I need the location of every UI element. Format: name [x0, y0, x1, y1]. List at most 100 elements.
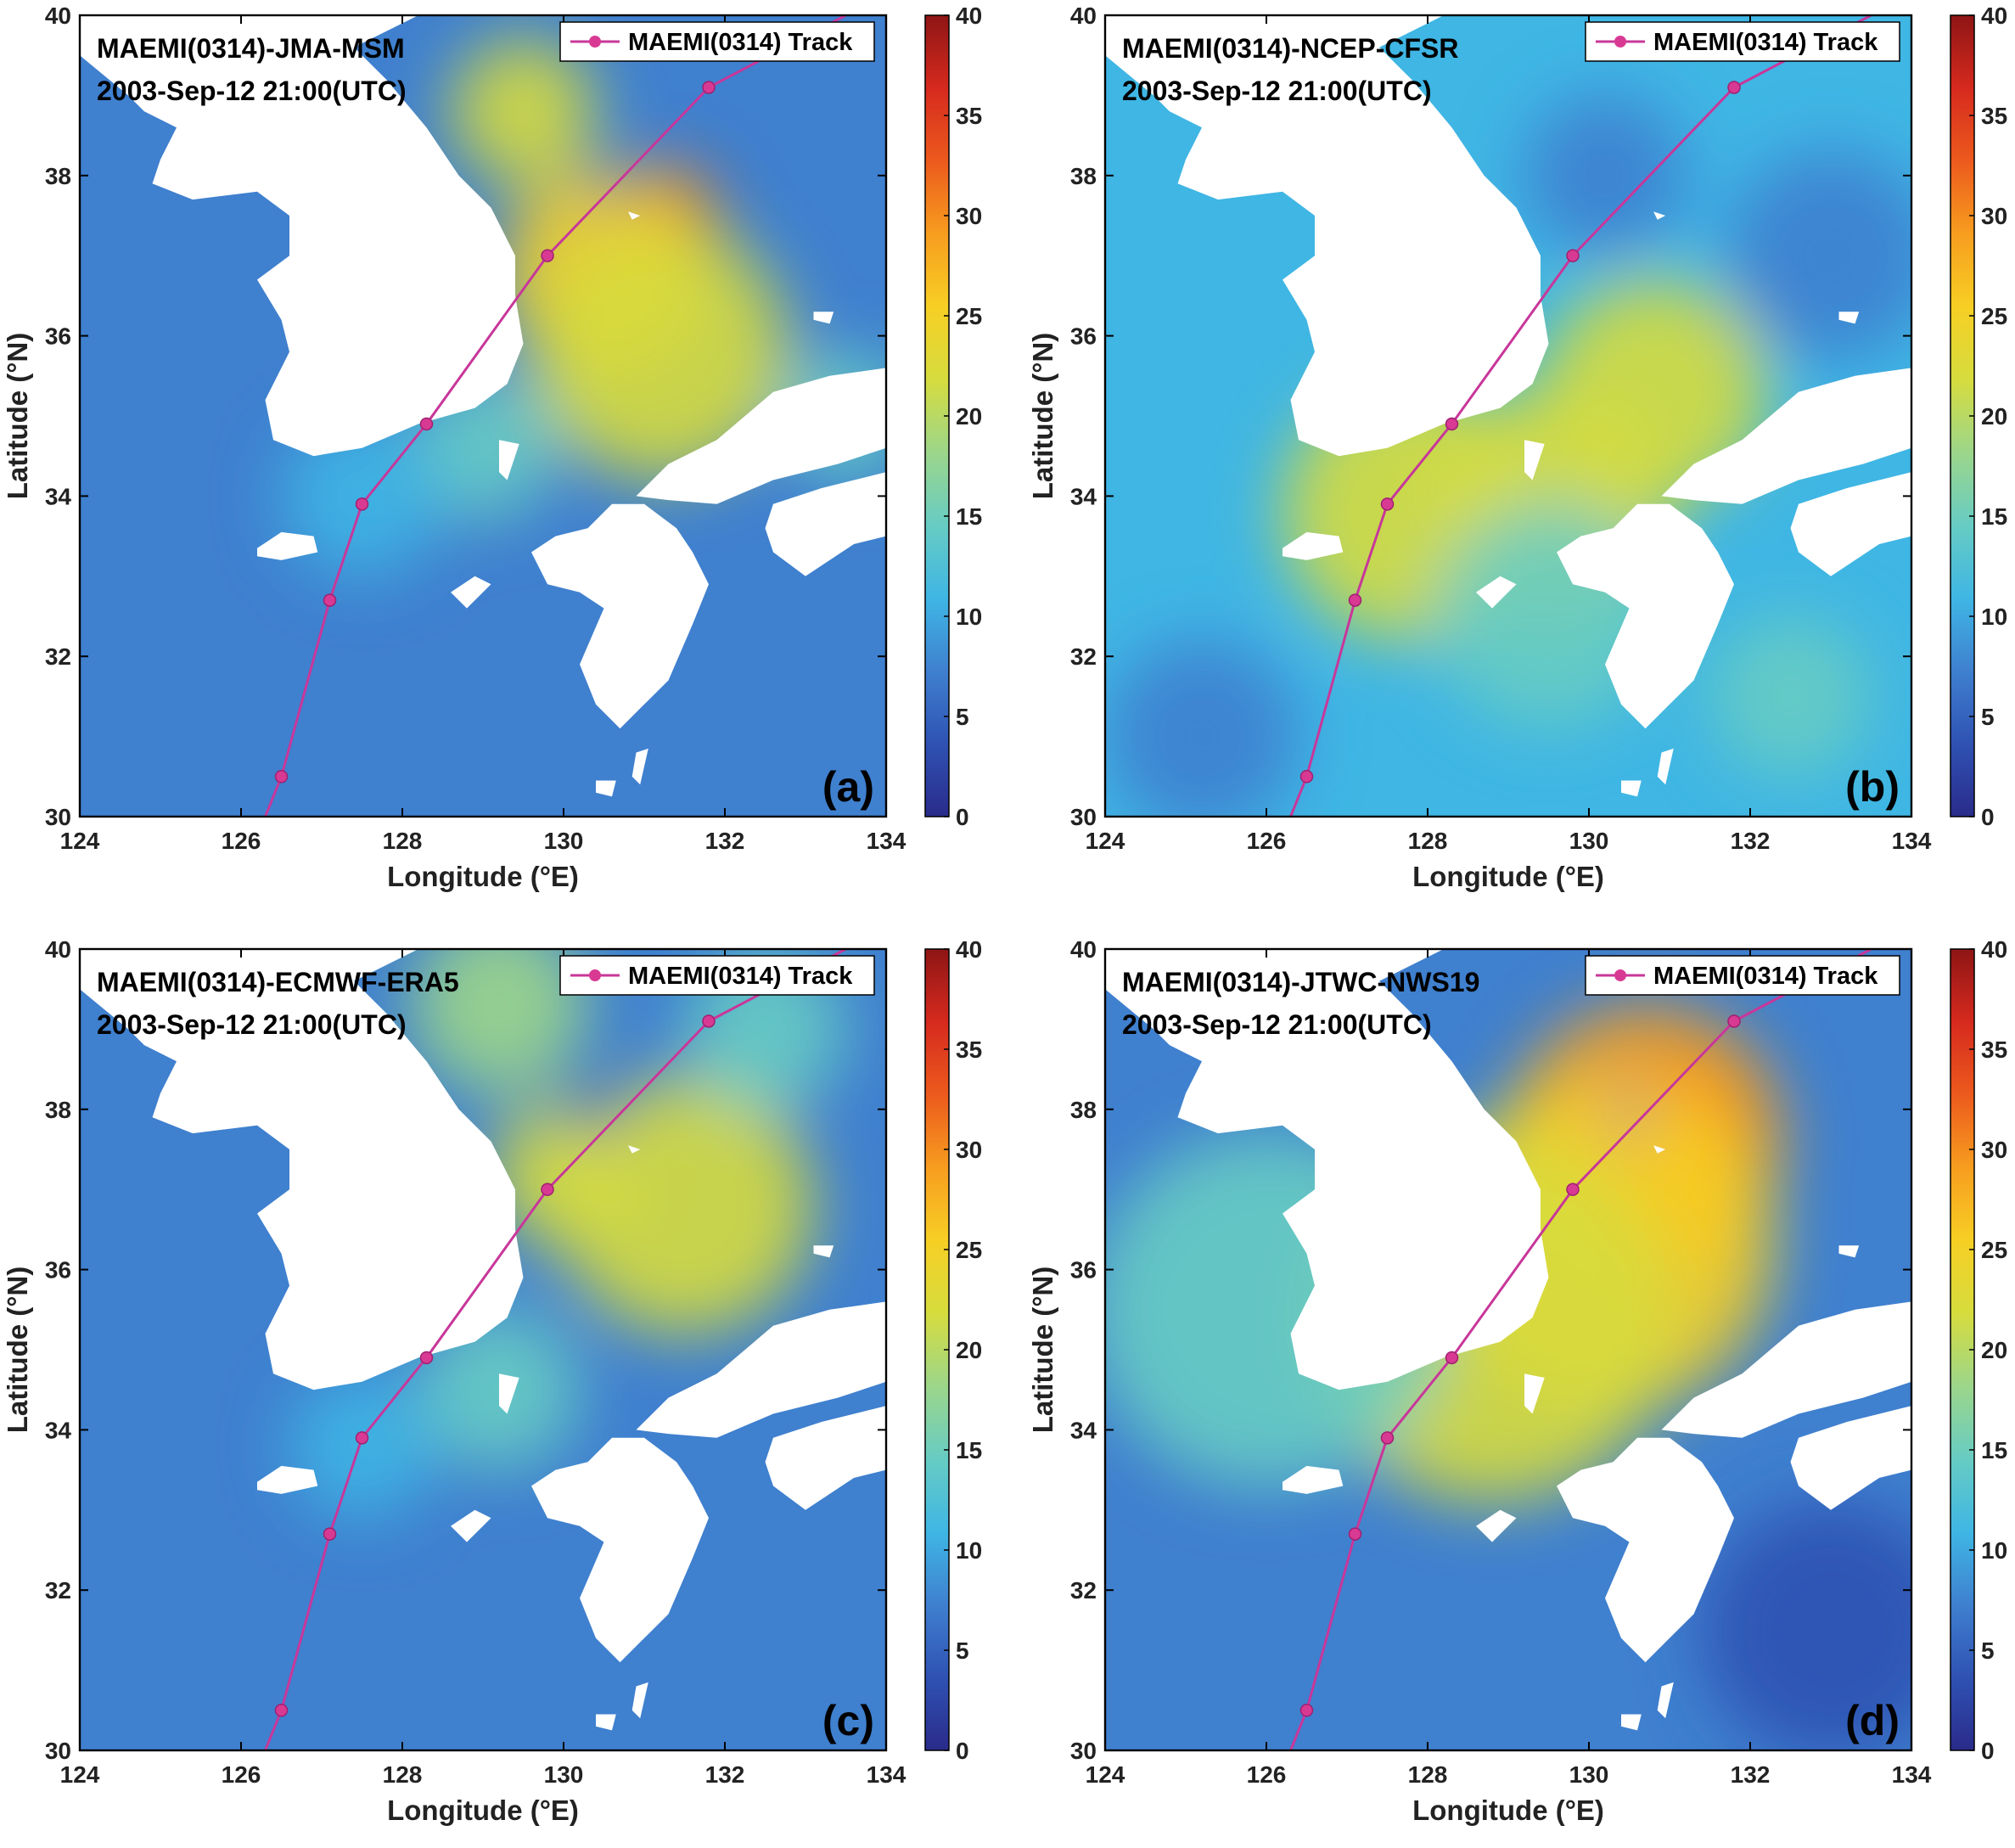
colorbar-tick-label: 30	[1981, 203, 2007, 229]
x-tick-label: 134	[1892, 828, 1932, 854]
korea-peninsula-land	[1105, 949, 1549, 1390]
oki-island-land	[813, 1245, 834, 1258]
land-layer	[80, 949, 886, 1731]
panel-timestamp: 2003-Sep-12 21:00(UTC)	[97, 1009, 407, 1040]
colorbar-tick-label: 0	[956, 804, 969, 830]
y-axis-title: Latitude (°N)	[2, 333, 33, 500]
wind-feature-2	[410, 949, 588, 1094]
axes-frame	[78, 14, 888, 818]
shikoku-land	[1790, 1406, 1911, 1510]
y-tick-label: 36	[1070, 323, 1097, 350]
colorbar-tick-label: 0	[1981, 1738, 1995, 1764]
x-tick-label: 130	[544, 1761, 584, 1788]
colorbar-tick-label: 35	[1981, 103, 2007, 129]
wind-field	[1105, 15, 1911, 817]
colorbar-tick-label: 15	[956, 1437, 982, 1463]
colorbar-tick-label: 10	[956, 604, 982, 630]
track-point-marker	[541, 249, 554, 262]
colorbar-tick-label: 25	[956, 303, 982, 329]
colorbar-tick-label: 10	[1981, 604, 2007, 630]
colorbar-tick-label: 10	[956, 1537, 982, 1564]
colorbar-tick-label: 40	[1981, 3, 2007, 29]
wind-feature-5	[1726, 150, 1911, 361]
tsushima-island-land	[499, 440, 519, 480]
jeju-island-land	[1283, 1465, 1344, 1494]
x-tick-label: 128	[383, 1761, 423, 1788]
y-tick-label: 40	[45, 936, 71, 963]
wind-feature-4	[1524, 94, 1686, 256]
x-tick-label: 126	[222, 1761, 261, 1788]
wind-feature-4	[594, 161, 630, 198]
tsushima-island-land	[1524, 440, 1545, 480]
korea-peninsula-land	[1105, 15, 1549, 457]
tanegashima-island-land	[1657, 1682, 1674, 1719]
track-point-marker	[702, 1014, 716, 1028]
x-tick-label: 134	[1892, 1761, 1932, 1788]
track-point-marker	[1299, 1704, 1314, 1717]
goto-islands-land	[451, 1509, 491, 1542]
shikoku-land	[765, 472, 886, 576]
panel-letter: (d)	[1845, 1697, 1900, 1744]
x-tick-label: 128	[1408, 828, 1448, 854]
y-tick-label: 34	[45, 483, 72, 509]
colorbar-tick-label: 35	[1981, 1036, 2007, 1063]
y-tick-label: 40	[45, 3, 71, 29]
goto-islands-land	[1476, 576, 1517, 609]
ulleung-island-land	[628, 1145, 641, 1154]
oki-island-land	[1838, 1245, 1860, 1258]
land-layer	[80, 15, 886, 797]
tanegashima-island-land	[631, 748, 648, 785]
y-tick-label: 38	[1070, 1097, 1097, 1123]
y-tick-label: 32	[1070, 643, 1097, 670]
x-tick-label: 124	[60, 828, 100, 854]
colorbar-tick-label: 30	[956, 1137, 982, 1163]
colorbar-tick-label: 25	[956, 1237, 982, 1263]
track-point-marker	[1727, 81, 1741, 94]
y-axis-title: Latitude (°N)	[1027, 1267, 1058, 1434]
colorbar-tick-label: 15	[1981, 1437, 2007, 1463]
jeju-island-land	[257, 1465, 318, 1494]
wind-feature-6	[1105, 639, 1299, 817]
colorbar-tick-label: 30	[956, 203, 982, 229]
colorbar-tick-label: 40	[956, 3, 982, 29]
yakushima-island-land	[596, 1714, 616, 1731]
colorbar-tick-label: 5	[1981, 704, 1995, 730]
track-point-marker	[355, 1431, 369, 1445]
panel-c: 124 126 128 130 132 134 30 32 34 36 38 40 Longitude …	[2, 936, 982, 1826]
panel-a: 124 126 128 130 132 134 30 32 34 36 38 40 Longitude …	[2, 3, 982, 892]
panel-title: MAEMI(0314)-ECMWF-ERA5	[97, 967, 459, 997]
wind-feature-3	[451, 38, 596, 184]
wind-field	[80, 949, 886, 1750]
legend-label: MAEMI(0314) Track	[1653, 963, 1878, 990]
x-tick-label: 134	[867, 1761, 906, 1788]
jeju-island-land	[1283, 531, 1344, 560]
korea-peninsula-land	[80, 949, 524, 1390]
wind-feature-6	[1611, 1095, 1647, 1132]
colorbar-tick-label: 40	[1981, 936, 2007, 963]
track-point-marker	[419, 417, 434, 431]
yakushima-island-land	[1621, 780, 1642, 797]
panel-timestamp: 2003-Sep-12 21:00(UTC)	[97, 76, 407, 106]
y-tick-label: 34	[45, 1417, 72, 1443]
track-point-marker	[274, 1704, 289, 1717]
jeju-island-land	[257, 531, 318, 560]
track-point-marker	[1566, 1182, 1580, 1196]
y-tick-label: 36	[45, 1257, 71, 1283]
kyushu-land	[531, 1437, 709, 1663]
tsushima-island-land	[1524, 1373, 1545, 1414]
legend-label: MAEMI(0314) Track	[1653, 29, 1878, 56]
legend-label: MAEMI(0314) Track	[628, 963, 853, 990]
panel-b: 124 126 128 130 132 134 30 32 34 36 38 40 Longitude …	[1027, 3, 2007, 892]
track-point-marker	[323, 1527, 337, 1541]
x-tick-label: 128	[383, 828, 423, 854]
x-tick-label: 132	[705, 1761, 745, 1788]
track-point-marker	[355, 497, 369, 511]
x-tick-label: 132	[705, 828, 745, 854]
honshu-land	[1661, 1301, 1911, 1438]
x-axis-title: Longitude (°E)	[1412, 1795, 1604, 1826]
y-tick-label: 32	[45, 1577, 71, 1604]
y-tick-label: 34	[1070, 1417, 1097, 1443]
tanegashima-island-land	[1657, 748, 1674, 785]
x-tick-label: 126	[1247, 1761, 1287, 1788]
colorbar-tick-label: 15	[956, 503, 982, 530]
